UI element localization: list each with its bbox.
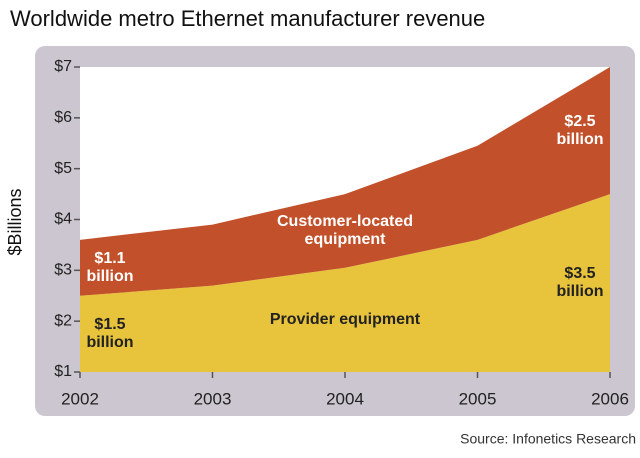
series-label: Customer-located equipment xyxy=(276,212,414,248)
x-tick-label: 2005 xyxy=(459,389,497,408)
area xyxy=(80,67,610,296)
y-tick-label: $3 xyxy=(54,262,72,279)
series-label-box: Provider equipment xyxy=(269,310,421,328)
source: Source: Infonetics Research xyxy=(460,431,636,447)
value-label: $3.5 billion xyxy=(556,265,604,301)
series-label-box: Customer-located equipment xyxy=(276,212,414,248)
y-tick-label: $2 xyxy=(54,312,72,329)
x-tick-label: 2003 xyxy=(194,389,232,408)
x-tick-label: 2004 xyxy=(326,389,364,408)
x-tick-label: 2002 xyxy=(61,389,99,408)
x-tick-label: 2006 xyxy=(591,389,629,408)
value-label: $1.1 billion xyxy=(86,249,134,285)
value-label-box: $3.5 billion xyxy=(556,265,604,301)
area xyxy=(80,194,610,372)
series-label: Provider equipment xyxy=(269,310,421,328)
value-label-box: $1.1 billion xyxy=(86,249,134,285)
y-tick-label: $1 xyxy=(54,363,72,380)
value-label-box: $2.5 billion xyxy=(556,112,604,148)
y-tick-label: $7 xyxy=(54,58,72,75)
y-tick-label: $5 xyxy=(54,160,72,177)
value-label-box: $1.5 billion xyxy=(86,315,134,351)
y-tick-label: $6 xyxy=(54,109,72,126)
value-label: $1.5 billion xyxy=(86,315,134,351)
y-axis-label: $Billions xyxy=(5,188,25,255)
y-tick-label: $4 xyxy=(54,211,72,228)
chart-title: Worldwide metro Ethernet manufacturer re… xyxy=(10,6,485,31)
value-label: $2.5 billion xyxy=(556,112,604,148)
